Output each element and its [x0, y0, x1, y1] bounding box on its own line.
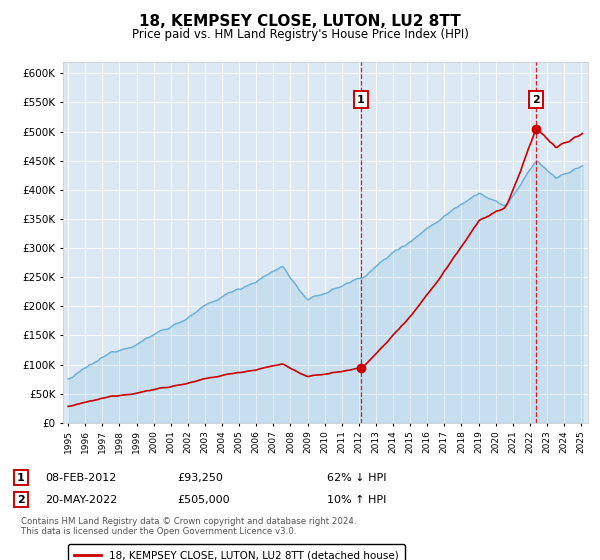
Text: 1: 1	[17, 473, 25, 483]
Text: £93,250: £93,250	[177, 473, 223, 483]
Text: 2: 2	[532, 95, 540, 105]
Text: Contains HM Land Registry data © Crown copyright and database right 2024.: Contains HM Land Registry data © Crown c…	[21, 517, 356, 526]
Text: 2: 2	[17, 494, 25, 505]
Text: 62% ↓ HPI: 62% ↓ HPI	[327, 473, 386, 483]
Text: 10% ↑ HPI: 10% ↑ HPI	[327, 494, 386, 505]
Text: £505,000: £505,000	[177, 494, 230, 505]
Legend: 18, KEMPSEY CLOSE, LUTON, LU2 8TT (detached house), HPI: Average price, detached: 18, KEMPSEY CLOSE, LUTON, LU2 8TT (detac…	[68, 544, 405, 560]
Text: This data is licensed under the Open Government Licence v3.0.: This data is licensed under the Open Gov…	[21, 528, 296, 536]
Text: 18, KEMPSEY CLOSE, LUTON, LU2 8TT: 18, KEMPSEY CLOSE, LUTON, LU2 8TT	[139, 14, 461, 29]
Text: 20-MAY-2022: 20-MAY-2022	[45, 494, 117, 505]
Text: Price paid vs. HM Land Registry's House Price Index (HPI): Price paid vs. HM Land Registry's House …	[131, 28, 469, 41]
Text: 1: 1	[356, 95, 364, 105]
Text: 08-FEB-2012: 08-FEB-2012	[45, 473, 116, 483]
